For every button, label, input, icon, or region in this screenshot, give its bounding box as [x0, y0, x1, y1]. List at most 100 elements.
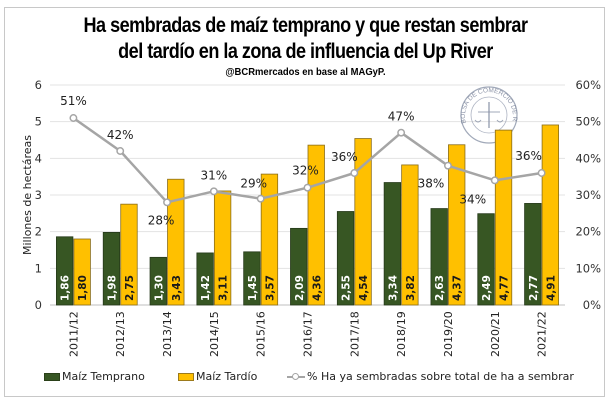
y-axis-right: 0% 10% 20% 30% 40% 50% 60%: [575, 78, 601, 312]
bar-label-tardio: 3,57: [264, 275, 276, 301]
percent-labels: 51% 42% 28% 31% 29% 32% 36% 47% 38% 34% 36%: [60, 94, 542, 227]
legend-label: % Ha ya sembradas sobre total de ha a se…: [307, 370, 574, 383]
seal-inner-ring: [470, 96, 508, 134]
legend-label: Maíz Tardío: [196, 370, 258, 383]
legend-swatch-gold: [178, 372, 194, 381]
y-tick-label: 1: [35, 261, 42, 275]
bar-maiz-temprano: [102, 231, 121, 306]
chart-title-line1: Ha sembradas de maíz temprano y que rest…: [83, 14, 528, 37]
legend-swatch-green: [44, 372, 60, 381]
percent-marker: [163, 198, 171, 207]
bar-label-temprano: 1,98: [106, 275, 118, 301]
legend-item-maiz-temprano: Maíz Temprano: [44, 370, 145, 383]
percent-marker: [397, 128, 406, 137]
bar-label-tardio: 3,11: [218, 275, 230, 301]
x-tick-label: 2014/15: [208, 311, 221, 357]
x-tick-label: 2021/22: [536, 311, 549, 357]
percent-line: [69, 114, 546, 207]
percent-marker: [537, 169, 546, 177]
percent-label: 47%: [388, 110, 415, 124]
bar-label-tardio: 3,43: [171, 275, 183, 301]
y-tick-label: 6: [35, 78, 42, 92]
bar-maiz-tardio: [448, 144, 466, 306]
y-tick-label: 3: [35, 188, 42, 202]
bar-label-tardio: 4,77: [499, 275, 511, 301]
y-tick-label: 2: [35, 225, 42, 239]
x-tick-label: 2016/17: [302, 311, 315, 357]
x-tick-label: 2011/12: [67, 311, 80, 357]
chart-subtitle: @BCRmercados en base al MAGyP.: [225, 66, 386, 78]
bar-label-tardio: 3,82: [405, 275, 417, 301]
x-tick-label: 2017/18: [348, 311, 361, 357]
y2-tick-label: 50%: [575, 115, 601, 129]
bar-maiz-temprano: [149, 256, 167, 306]
percent-label: 29%: [240, 177, 267, 191]
x-tick-label: 2020/21: [489, 311, 502, 357]
bar-labels: 1,86 1,80 1,98 2,75 1,30 3,43 1,42 3,11 1,45 3,57…: [60, 275, 558, 301]
y2-tick-label: 10%: [575, 261, 601, 275]
percent-marker: [303, 183, 312, 192]
bar-label-tardio: 4,36: [311, 275, 323, 301]
bar-label-temprano: 2,55: [341, 275, 353, 301]
bar-maiz-tardio: [494, 129, 513, 306]
percent-label: 36%: [331, 150, 358, 164]
y-tick-label: 4: [35, 151, 42, 165]
bar-label-tardio: 1,80: [77, 275, 89, 301]
x-tick-label: 2018/19: [395, 311, 408, 357]
bar-maiz-temprano: [524, 203, 542, 306]
seal-outer-ring: [460, 86, 518, 144]
x-tick-label: 2019/20: [442, 311, 455, 357]
percent-label: 51%: [60, 94, 87, 108]
bar-maiz-temprano: [243, 251, 261, 306]
bar-maiz-temprano: [336, 211, 355, 306]
x-tick-label: 2013/14: [161, 311, 174, 357]
y2-tick-label: 60%: [575, 78, 601, 92]
y2-tick-label: 0%: [583, 298, 601, 312]
x-tick-label: 2015/16: [255, 311, 268, 357]
bar-label-tardio: 4,91: [545, 275, 557, 301]
bar-maiz-tardio: [401, 164, 419, 306]
bar-label-temprano: 1,86: [60, 275, 72, 301]
x-axis: 2011/12 2012/13 2013/14 2014/15 2015/16 2016/…: [67, 311, 548, 357]
bar-label-tardio: 2,75: [124, 275, 136, 301]
bars: [56, 124, 559, 306]
percent-marker: [256, 194, 265, 203]
percent-marker: [69, 114, 78, 122]
percent-label: 38%: [418, 177, 445, 191]
y-axis-left: 0 1 2 3 4 5 6: [35, 78, 42, 312]
bar-maiz-tardio: [73, 238, 91, 306]
bar-label-temprano: 2,09: [294, 275, 306, 301]
chart-title-line2: del tardío en la zona de influencia del …: [118, 40, 493, 63]
y2-tick-label: 30%: [575, 188, 601, 202]
bar-label-temprano: 2,63: [434, 275, 446, 301]
y2-tick-label: 40%: [575, 151, 601, 165]
percent-marker: [444, 161, 452, 170]
legend-item-percent-line: % Ha ya sembradas sobre total de ha a se…: [287, 370, 574, 383]
seal-scale-pans: [474, 119, 504, 123]
bar-label-tardio: 4,37: [452, 275, 464, 301]
bar-label-temprano: 1,30: [153, 275, 165, 301]
bar-maiz-temprano: [56, 236, 74, 306]
bar-label-temprano: 1,42: [200, 275, 212, 301]
legend: Maíz Temprano Maíz Tardío % Ha ya sembra…: [0, 370, 611, 386]
percent-marker: [490, 176, 499, 185]
percent-label: 36%: [515, 149, 542, 163]
y-tick-label: 0: [35, 298, 42, 312]
y2-tick-label: 20%: [575, 225, 601, 239]
bar-maiz-tardio: [354, 138, 372, 306]
bar-label-temprano: 2,49: [481, 275, 493, 301]
bar-maiz-tardio: [541, 124, 559, 306]
bar-label-temprano: 2,77: [528, 275, 540, 301]
legend-line-marker-icon: [287, 372, 305, 381]
bar-maiz-tardio: [260, 173, 279, 306]
legend-item-maiz-tardio: Maíz Tardío: [178, 370, 257, 383]
percent-marker: [350, 169, 359, 177]
bar-maiz-temprano: [196, 252, 214, 306]
percent-marker: [116, 147, 125, 155]
bar-maiz-tardio: [120, 203, 138, 306]
bar-maiz-temprano: [477, 213, 495, 306]
bar-maiz-temprano: [383, 182, 402, 306]
y-axis-title: Millones de hectáreas: [21, 135, 34, 255]
y-tick-label: 5: [35, 115, 42, 129]
